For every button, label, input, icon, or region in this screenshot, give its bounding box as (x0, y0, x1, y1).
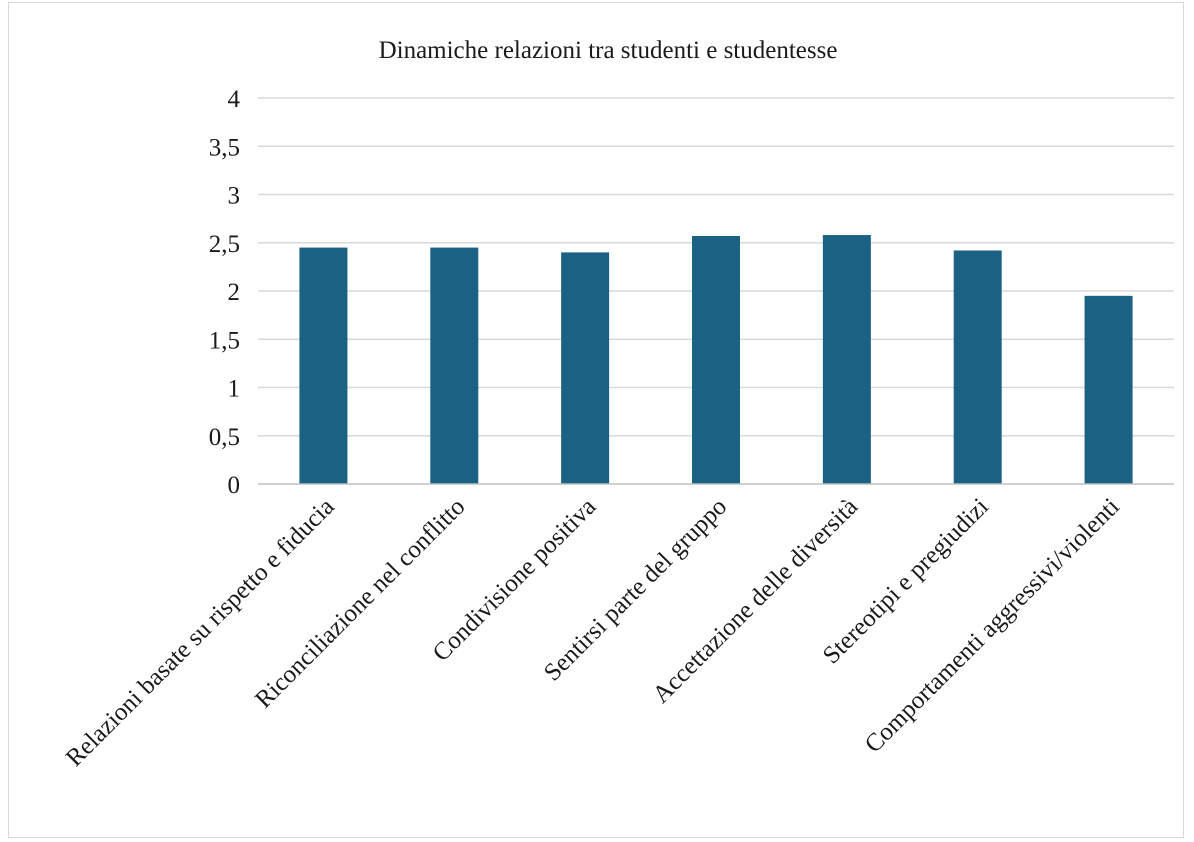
bar (299, 247, 348, 484)
y-tick-label: 0,5 (209, 424, 240, 451)
bars (299, 235, 1133, 484)
x-tick-label: Riconciliazione nel conflitto (250, 493, 470, 713)
y-tick-label: 0 (228, 472, 241, 499)
y-tick-label: 1 (228, 376, 241, 403)
y-axis: 0 0,5 1 1,5 2 2,5 3 3,5 4 (209, 86, 241, 499)
x-tick-label: Comportamenti aggressivi/violenti (860, 493, 1125, 758)
bar (561, 252, 610, 484)
bar (692, 235, 740, 484)
y-tick-label: 1,5 (209, 327, 240, 354)
y-tick-label: 3,5 (209, 134, 240, 161)
y-tick-label: 4 (228, 86, 241, 113)
bar (1084, 295, 1133, 484)
chart-title: Dinamiche relazioni tra studenti e stude… (379, 37, 838, 64)
x-axis: Relazioni basate su rispetto e fiduciaRi… (61, 483, 1174, 772)
bar (430, 247, 479, 484)
bar (953, 250, 1002, 484)
y-tick-label: 3 (228, 183, 241, 210)
x-tick-label: Relazioni basate su rispetto e fiducia (61, 493, 340, 772)
y-tick-label: 2 (228, 279, 241, 306)
bar (822, 235, 871, 484)
y-tick-label: 2,5 (209, 231, 240, 258)
